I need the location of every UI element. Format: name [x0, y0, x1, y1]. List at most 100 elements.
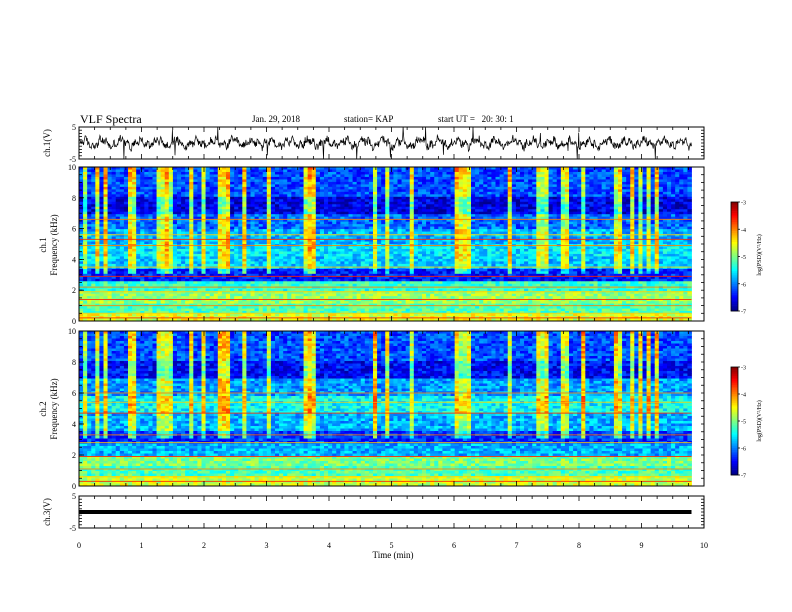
spectrogram-cell	[385, 221, 390, 225]
spectrogram-cell	[140, 256, 145, 260]
spectrogram-cell	[385, 201, 390, 205]
spectrogram-cell	[311, 281, 317, 285]
spectrogram-cell	[356, 313, 362, 317]
spectrogram-cell	[381, 253, 386, 257]
spectrogram-cell	[177, 171, 182, 175]
spectrogram-cell	[152, 276, 157, 280]
spectrogram-cell	[119, 206, 125, 210]
spectrogram-cell	[324, 261, 329, 265]
spectrogram-cell	[238, 248, 243, 252]
spectrogram-cell	[373, 256, 378, 260]
spectrogram-cell	[217, 209, 223, 213]
spectrogram-cell	[107, 311, 113, 314]
spectrogram-cell	[254, 291, 260, 295]
spectrogram-cell	[385, 248, 390, 252]
spectrogram-cell	[242, 318, 247, 322]
spectrogram-cell	[315, 174, 321, 178]
spectrogram-cell	[389, 181, 394, 185]
spectrogram-cell	[99, 251, 104, 255]
spectrogram-cell	[136, 167, 141, 170]
spectrogram-cell	[160, 318, 166, 322]
spectrogram-cell	[148, 211, 153, 215]
spectrogram-cell	[381, 211, 386, 215]
spectrogram-cell	[234, 211, 239, 215]
spectrogram-cell	[303, 308, 309, 312]
spectrogram-cell	[356, 311, 362, 314]
spectrogram-cell	[295, 313, 300, 317]
spectrogram-cell	[201, 211, 206, 215]
spectrogram-cell	[181, 171, 186, 175]
spectrogram-cell	[315, 248, 321, 252]
spectrogram-cell	[360, 306, 366, 309]
spectrogram-cell	[299, 308, 304, 312]
spectrogram-cell	[307, 258, 313, 262]
spectrogram-cell	[107, 224, 113, 228]
spectrogram-cell	[377, 281, 382, 285]
spectrogram-cell	[119, 196, 125, 200]
spectrogram-cell	[193, 216, 198, 220]
spectrogram-cell	[111, 206, 117, 210]
spectrogram-cell	[389, 303, 394, 307]
spectrogram-cell	[213, 298, 219, 302]
spectrogram-cell	[193, 229, 198, 232]
spectrogram-cell	[221, 276, 227, 280]
spectrogram-cell	[389, 189, 394, 193]
spectrogram-cell	[95, 231, 100, 235]
spectrogram-cell	[242, 191, 247, 195]
spectrogram-cell	[140, 258, 145, 262]
spectrogram-cell	[319, 308, 325, 312]
spectrogram-cell	[181, 263, 186, 267]
spectrogram-cell	[193, 209, 198, 213]
spectrogram-cell	[270, 256, 276, 260]
spectrogram-cell	[270, 176, 276, 180]
spectrogram-cell	[168, 179, 174, 183]
spectrogram-cell	[221, 174, 227, 178]
spectrogram-cell	[177, 176, 182, 180]
spectrogram-cell	[344, 291, 349, 295]
spectrogram-cell	[307, 248, 313, 252]
spectrogram-cell	[185, 209, 190, 213]
spectrogram-cell	[99, 271, 104, 275]
spectrogram-cell	[283, 236, 288, 240]
spectrogram-cell	[107, 211, 113, 215]
spectrogram-cell	[287, 283, 292, 287]
spectrogram-cell	[299, 184, 304, 188]
spectrogram-cell	[140, 216, 145, 220]
spectrogram-cell	[328, 186, 333, 190]
spectrogram-cell	[217, 229, 223, 232]
spectrogram-cell	[311, 201, 317, 205]
spectrogram-cell	[177, 256, 182, 260]
spectrogram-cell	[250, 206, 255, 210]
spectrogram-cell	[226, 181, 231, 185]
spectrogram-cell	[123, 239, 129, 242]
spectrogram-cell	[217, 199, 223, 203]
spectrogram-cell	[364, 308, 370, 312]
spectrogram-cell	[336, 186, 341, 190]
spectrogram-cell	[258, 209, 264, 213]
spectrogram-cell	[270, 224, 276, 228]
spectrogram-cell	[348, 266, 353, 270]
spectrogram-cell	[107, 214, 113, 218]
spectrogram-cell	[107, 231, 113, 235]
spectrogram-cell	[189, 184, 194, 188]
spectrogram-cell	[393, 266, 398, 270]
spectrogram-cell	[381, 206, 386, 210]
spectrogram-cell	[197, 273, 202, 277]
spectrogram-cell	[319, 169, 325, 173]
spectrogram-cell	[201, 204, 206, 208]
spectrogram-cell	[348, 263, 353, 267]
spectrogram-cell	[144, 241, 149, 245]
spectrogram-cell	[83, 194, 88, 198]
spectrogram-cell	[385, 241, 390, 245]
spectrogram-cell	[373, 239, 378, 242]
spectrogram-cell	[291, 229, 296, 232]
spectrogram-cell	[356, 167, 362, 170]
spectrogram-cell	[291, 179, 296, 183]
spectrogram-cell	[172, 224, 178, 228]
spectrogram-cell	[132, 229, 137, 232]
spectrogram-cell	[336, 191, 341, 195]
spectrogram-cell	[136, 248, 141, 252]
spectrogram-cell	[283, 241, 288, 245]
spectrogram-cell	[283, 189, 288, 193]
spectrogram-cell	[128, 276, 133, 280]
